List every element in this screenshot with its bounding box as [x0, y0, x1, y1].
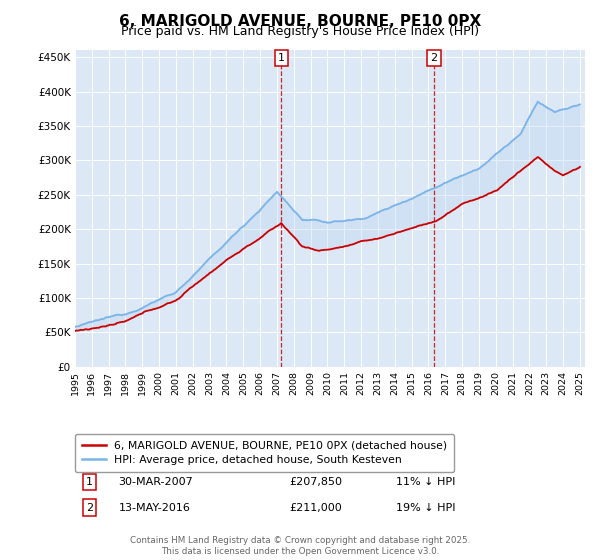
Text: 19% ↓ HPI: 19% ↓ HPI — [397, 502, 456, 512]
Text: 13-MAY-2016: 13-MAY-2016 — [118, 502, 190, 512]
Text: Price paid vs. HM Land Registry's House Price Index (HPI): Price paid vs. HM Land Registry's House … — [121, 25, 479, 38]
Text: 30-MAR-2007: 30-MAR-2007 — [118, 477, 193, 487]
Text: Contains HM Land Registry data © Crown copyright and database right 2025.
This d: Contains HM Land Registry data © Crown c… — [130, 536, 470, 556]
Text: 6, MARIGOLD AVENUE, BOURNE, PE10 0PX: 6, MARIGOLD AVENUE, BOURNE, PE10 0PX — [119, 14, 481, 29]
Text: 2: 2 — [86, 502, 93, 512]
Text: £211,000: £211,000 — [289, 502, 342, 512]
Text: 1: 1 — [86, 477, 93, 487]
Text: £207,850: £207,850 — [289, 477, 342, 487]
Legend: 6, MARIGOLD AVENUE, BOURNE, PE10 0PX (detached house), HPI: Average price, detac: 6, MARIGOLD AVENUE, BOURNE, PE10 0PX (de… — [76, 434, 454, 472]
Text: 1: 1 — [278, 53, 284, 63]
Text: 2: 2 — [431, 53, 437, 63]
Text: 11% ↓ HPI: 11% ↓ HPI — [397, 477, 455, 487]
